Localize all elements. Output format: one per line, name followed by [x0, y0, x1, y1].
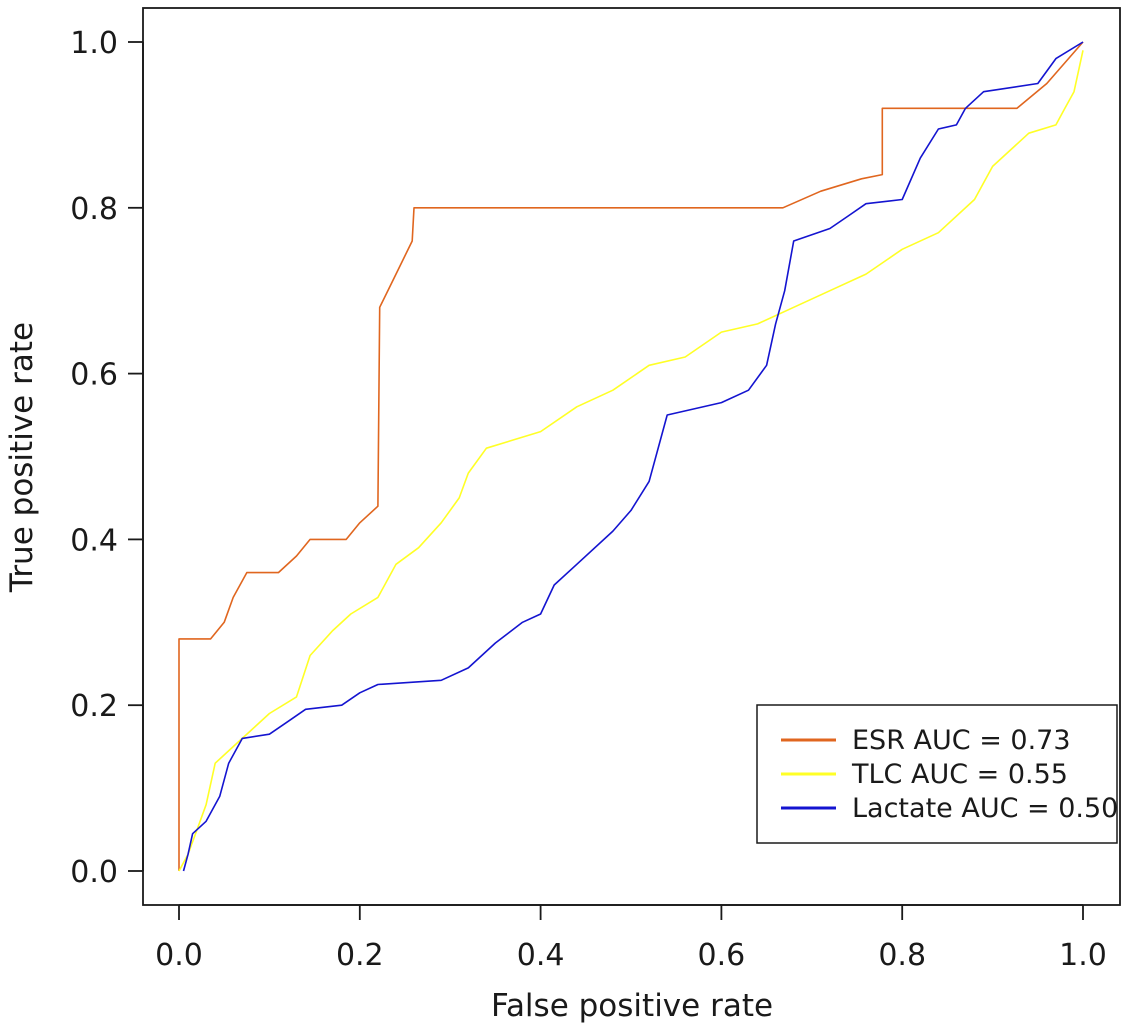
y-tick-label: 0.6: [70, 358, 118, 393]
legend-label-3: Lactate AUC = 0.50: [852, 793, 1118, 824]
legend-label-1: ESR AUC = 0.73: [852, 725, 1071, 756]
y-tick-label: 0.8: [70, 192, 118, 227]
x-tick-label: 0.4: [517, 938, 565, 973]
x-tick-label: 0.0: [155, 938, 203, 973]
series-line-3: [182, 41, 1084, 872]
x-tick-label: 0.8: [878, 938, 926, 973]
x-tick-label: 0.6: [698, 938, 746, 973]
y-tick-label: 0.2: [70, 689, 118, 724]
x-tick-label: 0.2: [336, 938, 384, 973]
series-line-2: [178, 50, 1084, 872]
y-axis: 0.0 0.2 0.4 0.6 0.8 1.0: [70, 26, 144, 890]
y-tick-label: 0.0: [70, 855, 118, 890]
legend-label-2: TLC AUC = 0.55: [851, 759, 1068, 790]
y-axis-title: True positive rate: [4, 322, 40, 593]
series-line-1: [178, 41, 1084, 871]
x-tick-label: 1.0: [1059, 938, 1107, 973]
y-tick-label: 0.4: [70, 523, 118, 558]
x-axis-title: False positive rate: [491, 988, 773, 1024]
y-tick-label: 1.0: [70, 26, 118, 61]
x-axis: 0.0 0.2 0.4 0.6 0.8 1.0: [155, 904, 1107, 973]
series-layer: [178, 41, 1084, 872]
